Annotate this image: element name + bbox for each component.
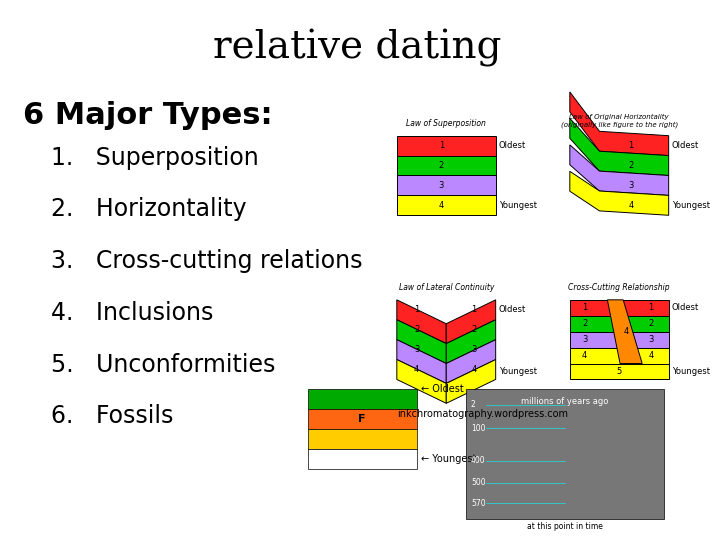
Bar (466, 389, 664, 519)
Text: 2: 2 (472, 325, 477, 334)
Text: F: F (359, 414, 366, 424)
Text: 6 Major Types:: 6 Major Types: (23, 101, 273, 130)
Polygon shape (397, 320, 446, 363)
Text: 3.   Cross-cutting relations: 3. Cross-cutting relations (51, 249, 363, 273)
Text: 2: 2 (648, 319, 654, 328)
Text: ← Oldest: ← Oldest (420, 384, 463, 394)
Bar (308, 409, 417, 429)
Text: Youngest: Youngest (672, 201, 710, 210)
Bar (570, 363, 669, 380)
Text: 1: 1 (472, 305, 477, 314)
Text: 6.   Fossils: 6. Fossils (51, 404, 174, 428)
Text: 2.   Horizontality: 2. Horizontality (51, 198, 247, 221)
Bar (308, 449, 417, 469)
Text: 1: 1 (438, 141, 444, 150)
Bar (308, 429, 417, 449)
Text: relative dating: relative dating (213, 29, 502, 68)
Bar (570, 332, 669, 348)
Text: Oldest: Oldest (672, 303, 699, 312)
Bar (570, 300, 669, 316)
Text: 1: 1 (648, 303, 654, 312)
Text: 2: 2 (414, 325, 419, 334)
Text: 3: 3 (438, 181, 444, 190)
Polygon shape (570, 171, 669, 215)
Text: 500: 500 (471, 478, 485, 487)
Bar (570, 348, 669, 363)
Text: 2: 2 (471, 400, 476, 409)
Polygon shape (446, 320, 495, 363)
Text: 100: 100 (471, 424, 485, 433)
Polygon shape (397, 360, 446, 403)
Text: 4.   Inclusions: 4. Inclusions (51, 301, 214, 325)
Text: 2: 2 (582, 319, 588, 328)
Text: 3: 3 (648, 335, 654, 344)
Text: 570: 570 (471, 499, 485, 508)
Text: at this point in time: at this point in time (527, 522, 603, 531)
Text: Law of Superposition: Law of Superposition (406, 119, 486, 128)
Text: 4: 4 (648, 351, 654, 360)
Text: 1: 1 (414, 305, 419, 314)
Text: Youngest: Youngest (499, 201, 536, 210)
Text: 3: 3 (582, 335, 588, 344)
Text: 5: 5 (616, 367, 622, 376)
Text: Oldest: Oldest (499, 305, 526, 314)
Text: 4: 4 (414, 365, 419, 374)
Text: 1.   Superposition: 1. Superposition (51, 146, 259, 170)
Polygon shape (608, 300, 642, 363)
Text: millions of years ago: millions of years ago (521, 397, 608, 406)
Text: 1: 1 (582, 303, 588, 312)
Text: 3: 3 (471, 345, 477, 354)
Polygon shape (446, 360, 495, 403)
Text: 4: 4 (629, 201, 634, 210)
Polygon shape (446, 300, 495, 343)
Text: 400: 400 (471, 456, 485, 465)
Bar (397, 156, 495, 176)
Polygon shape (446, 340, 495, 383)
Bar (397, 176, 495, 195)
Bar (308, 389, 417, 409)
Text: Youngest: Youngest (672, 367, 710, 376)
Text: 2: 2 (629, 161, 634, 170)
Text: 4: 4 (472, 365, 477, 374)
Text: 3: 3 (414, 345, 419, 354)
Text: 2: 2 (438, 161, 444, 170)
Text: 4: 4 (438, 201, 444, 210)
Bar (397, 136, 495, 156)
Text: Law of Lateral Continuity: Law of Lateral Continuity (399, 283, 494, 292)
Text: Cross-Cutting Relationship: Cross-Cutting Relationship (568, 283, 670, 292)
Text: Law of Original Horizontality
(originally like figure to the right): Law of Original Horizontality (originall… (561, 114, 678, 128)
Polygon shape (397, 340, 446, 383)
Text: Oldest: Oldest (672, 141, 699, 150)
Text: Oldest: Oldest (499, 141, 526, 150)
Text: 3: 3 (629, 181, 634, 190)
Text: Youngest: Youngest (499, 367, 536, 376)
Text: 5.   Unconformities: 5. Unconformities (51, 353, 276, 376)
Bar (397, 195, 495, 215)
Text: 4: 4 (624, 327, 629, 336)
Text: inkchromatography.wordpress.com: inkchromatography.wordpress.com (397, 409, 568, 419)
Text: ← Youngest: ← Youngest (420, 454, 476, 464)
Text: 4: 4 (582, 351, 588, 360)
Polygon shape (570, 118, 669, 176)
Polygon shape (570, 92, 669, 156)
Bar (570, 316, 669, 332)
Text: 1: 1 (629, 141, 634, 150)
Polygon shape (570, 145, 669, 195)
Polygon shape (397, 300, 446, 343)
